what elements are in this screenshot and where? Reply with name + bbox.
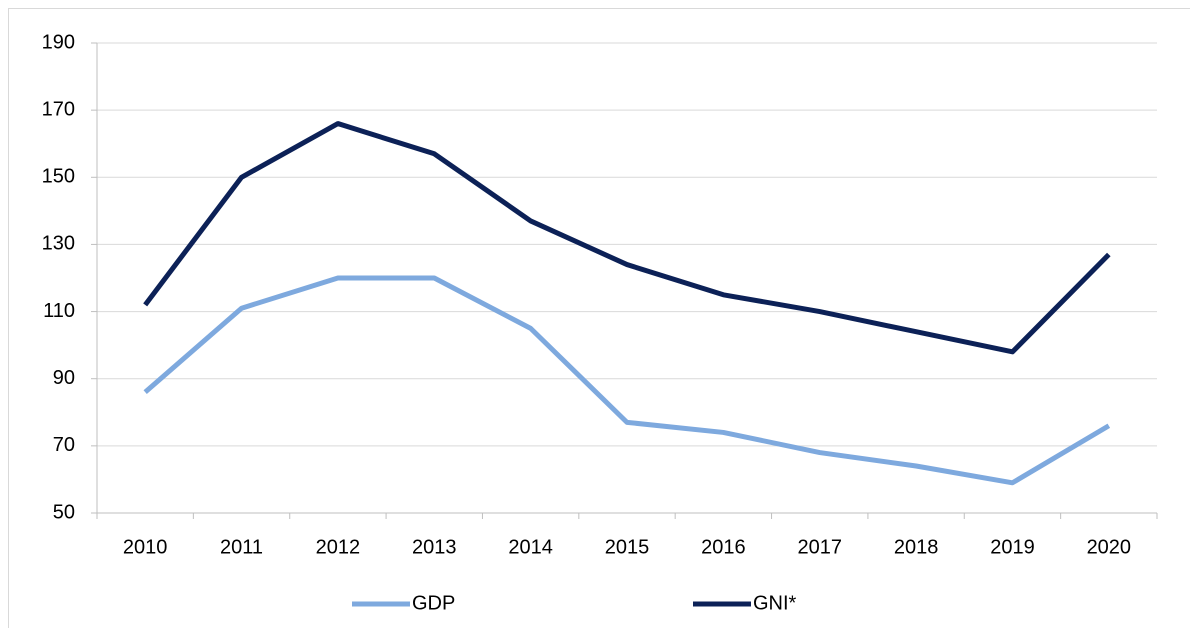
y-tick-label: 170 bbox=[42, 98, 75, 120]
x-tick-label: 2010 bbox=[123, 536, 168, 558]
y-tick-label: 130 bbox=[42, 233, 75, 255]
y-tick-label: 50 bbox=[53, 501, 75, 523]
x-tick-label: 2018 bbox=[894, 536, 939, 558]
x-tick-label: 2012 bbox=[316, 536, 361, 558]
x-tick-label: 2020 bbox=[1087, 536, 1132, 558]
y-tick-label: 150 bbox=[42, 166, 75, 188]
y-tick-label: 190 bbox=[42, 31, 75, 53]
x-tick-label: 2011 bbox=[220, 536, 263, 558]
x-tick-label: 2017 bbox=[797, 536, 842, 558]
x-tick-label: 2015 bbox=[605, 536, 650, 558]
y-tick-label: 110 bbox=[43, 300, 75, 322]
chart-border bbox=[8, 8, 1190, 628]
y-tick-label: 90 bbox=[53, 367, 75, 389]
legend-label: GDP bbox=[412, 592, 455, 614]
series-line bbox=[143, 275, 1111, 486]
x-tick-label: 2014 bbox=[508, 536, 553, 558]
y-tick-label: 70 bbox=[53, 434, 75, 456]
x-tick-label: 2013 bbox=[412, 536, 457, 558]
x-tick-label: 2016 bbox=[701, 536, 746, 558]
series-line bbox=[143, 121, 1111, 355]
x-tick-label: 2019 bbox=[990, 536, 1035, 558]
legend-label: GNI* bbox=[753, 592, 797, 614]
